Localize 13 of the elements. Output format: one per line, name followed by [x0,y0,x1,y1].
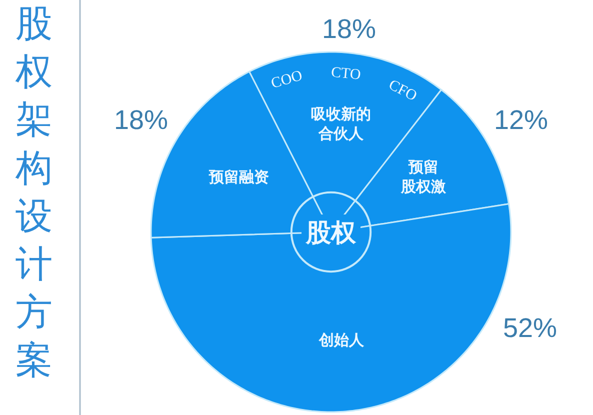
data-label: 18% [114,105,168,135]
data-label: 18% [322,14,376,44]
slice-label: 预留股权激 [400,158,447,196]
slice-label: 吸收新的合伙人 [311,105,371,142]
slice-label: 创始人 [318,331,365,349]
text: 股权架构设计方案 [14,2,52,382]
data-label: 52% [503,313,558,343]
text: COO [269,68,304,92]
text: 股权 [305,218,357,247]
data-label: 12% [494,105,548,135]
text: CFO [386,77,420,105]
slice-label: 预留融资 [208,168,269,186]
text: CTO [330,64,362,84]
